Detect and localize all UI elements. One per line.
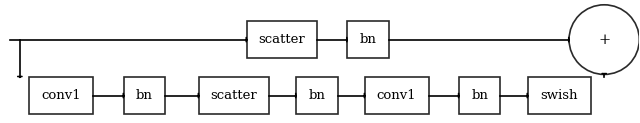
- Text: bn: bn: [136, 89, 153, 102]
- Bar: [459, 77, 500, 114]
- Bar: [29, 77, 93, 114]
- Text: scatter: scatter: [211, 89, 257, 102]
- Text: bn: bn: [308, 89, 325, 102]
- Bar: [347, 21, 388, 58]
- Bar: [527, 77, 591, 114]
- Bar: [246, 21, 317, 58]
- Bar: [296, 77, 337, 114]
- Text: bn: bn: [360, 33, 376, 46]
- Text: conv1: conv1: [42, 89, 81, 102]
- Text: swish: swish: [541, 89, 578, 102]
- Text: bn: bn: [471, 89, 488, 102]
- Text: +: +: [598, 33, 611, 47]
- Bar: [365, 77, 429, 114]
- Text: conv1: conv1: [377, 89, 417, 102]
- Bar: [124, 77, 165, 114]
- Ellipse shape: [569, 5, 639, 74]
- Text: scatter: scatter: [259, 33, 305, 46]
- Bar: [198, 77, 269, 114]
